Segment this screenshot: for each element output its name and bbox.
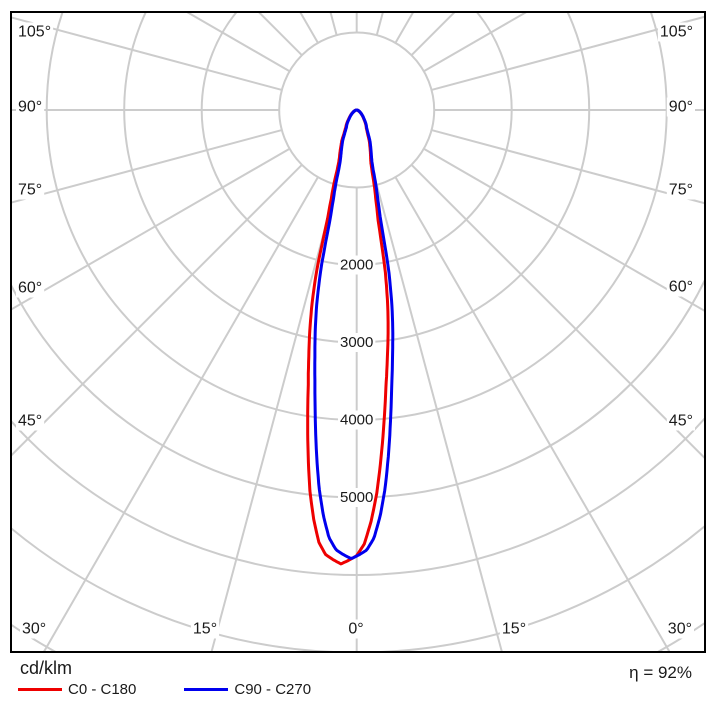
grid-spoke — [394, 176, 671, 651]
axis-labels: 105° 90° 75° 60° 45° 30° 105° 90° 75° 60° 45° 30° 15… — [16, 22, 695, 639]
efficiency-label: η = 92% — [629, 663, 692, 682]
label-backing — [190, 619, 220, 639]
angle-label-bottom: 15° — [502, 621, 526, 638]
legend-label-c90-c270: C90 - C270 — [234, 681, 312, 698]
angle-label-right: 30° — [668, 621, 692, 638]
angle-label-bottom: 0° — [348, 621, 363, 638]
angle-label-right: 105° — [660, 24, 693, 41]
grid-spoke — [423, 147, 704, 312]
grid-spoke — [210, 184, 338, 651]
legend-swatch-0 — [18, 688, 62, 691]
grid-spoke — [431, 15, 704, 91]
angle-label-left: 105° — [18, 24, 51, 41]
label-backing — [666, 411, 695, 431]
angle-label-right: 75° — [669, 182, 693, 199]
angle-label-left: 90° — [18, 99, 42, 116]
polar-grid — [12, 13, 704, 651]
label-backing — [665, 619, 694, 639]
ring-value-label: 3000 — [340, 334, 373, 351]
label-backing — [20, 619, 49, 639]
angle-label-right: 60° — [669, 279, 693, 296]
grid-spoke — [12, 147, 291, 311]
polar-chart: 105° 90° 75° 60° 45° 30° 105° 90° 75° 60° 45° 30° 15… — [10, 11, 706, 653]
angle-label-left: 75° — [18, 182, 42, 199]
angle-label-left: 60° — [18, 280, 42, 297]
legend-label-c0-c180: C0 - C180 — [68, 681, 137, 698]
legend-item-c0-c180: C0 - C180 — [18, 681, 136, 698]
grid-ring — [12, 622, 704, 651]
angle-label-bottom: 15° — [193, 621, 217, 638]
grid-spoke — [375, 184, 503, 651]
label-backing — [666, 277, 695, 297]
ring-value-label: 4000 — [340, 412, 373, 429]
ring-value-label: 5000 — [340, 489, 373, 506]
label-backing — [666, 180, 695, 200]
label-backing — [16, 22, 54, 42]
legend: C0 - C180 C90 - C270 — [18, 681, 311, 698]
legend-item-c90-c270: C90 - C270 — [184, 681, 311, 698]
grid-spoke — [375, 13, 384, 36]
label-backing — [16, 411, 45, 431]
label-backing — [338, 488, 376, 507]
grid-spoke — [329, 13, 338, 36]
intensity-curves — [306, 108, 395, 566]
label-backing — [499, 619, 529, 639]
label-backing — [16, 180, 45, 200]
label-backing — [338, 410, 376, 430]
label-backing — [346, 619, 366, 639]
grid-spoke — [12, 16, 283, 91]
grid-spoke — [431, 129, 704, 205]
label-backing — [338, 255, 376, 275]
grid-spoke — [12, 164, 303, 457]
label-backing — [16, 278, 45, 298]
plot-border — [10, 11, 706, 653]
curve-c90-c270 — [313, 108, 395, 560]
grid-spoke — [12, 129, 283, 204]
angle-label-left: 45° — [18, 413, 42, 430]
angle-label-right: 45° — [669, 413, 693, 430]
legend-swatch-1 — [184, 688, 229, 691]
ring-value-label: 2000 — [340, 257, 373, 274]
label-backing — [338, 333, 376, 352]
unit-label: cd/klm — [20, 658, 73, 678]
label-backing — [666, 97, 695, 117]
grid-spoke — [410, 164, 704, 459]
label-backing — [16, 97, 45, 117]
angle-label-right: 90° — [669, 99, 693, 116]
angle-label-left: 30° — [22, 621, 46, 638]
label-backing — [657, 22, 695, 42]
grid-spoke — [43, 176, 319, 651]
